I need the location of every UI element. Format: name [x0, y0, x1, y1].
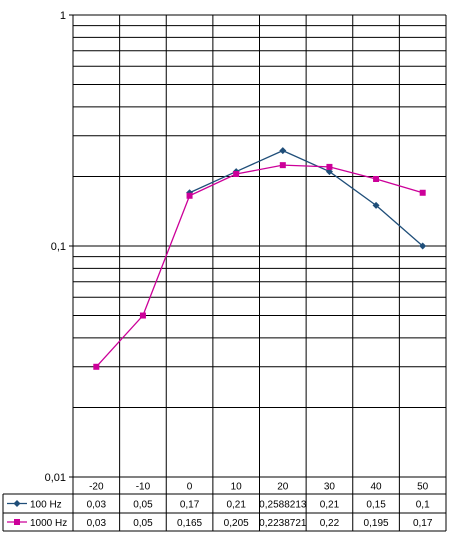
data-point: [372, 201, 380, 209]
table-cell: 0,21: [226, 500, 246, 511]
grid: [2, 14, 447, 532]
y-tick-label: 0,1: [51, 241, 66, 253]
x-tick-label: 30: [324, 482, 336, 493]
table-cell: 0,15: [366, 500, 386, 511]
series-lines: [93, 147, 427, 370]
y-tick-label: 0,01: [45, 472, 66, 484]
legend-label: 1000 Hz: [30, 518, 67, 529]
x-tick-label: 0: [187, 482, 193, 493]
table-cell: 0,2588213: [259, 500, 307, 511]
series-line-2: [95, 164, 423, 368]
table-cell: 0,17: [413, 518, 433, 529]
table-cell: 0,1: [416, 500, 430, 511]
x-tick-label: 50: [417, 482, 429, 493]
x-tick-label: 10: [231, 482, 243, 493]
x-tick-label: -10: [136, 482, 151, 493]
table-cell: 0,05: [133, 518, 153, 529]
data-point: [186, 192, 193, 199]
table-cell: 0,195: [364, 518, 389, 529]
table-cell: 0,05: [133, 500, 153, 511]
data-point: [279, 162, 286, 169]
y-axis-tick-labels: 1 0,1 0,01: [45, 10, 66, 484]
table-cell: 0,03: [87, 500, 107, 511]
table-cell: 0,165: [177, 518, 202, 529]
x-tick-label: 20: [277, 482, 289, 493]
series-line-1: [189, 149, 424, 247]
data-point: [139, 312, 146, 319]
x-tick-label: 40: [371, 482, 383, 493]
legend-label: 100 Hz: [30, 500, 62, 511]
data-point: [419, 189, 426, 196]
table-cell: 0,17: [180, 500, 200, 511]
data-point: [419, 242, 427, 250]
data-point: [233, 170, 240, 177]
data-point: [373, 176, 380, 183]
y-tick-label: 1: [60, 10, 66, 22]
table-cell: 0,2238721: [259, 518, 307, 529]
data-table: -20 -10 0 10 20 30 40 50 100 Hz 0,03 0,05 0,17 0,21 0…: [7, 482, 433, 529]
table-cell: 0,205: [224, 518, 249, 529]
x-tick-label: -20: [89, 482, 104, 493]
data-point: [279, 147, 287, 155]
table-cell: 0,22: [320, 518, 340, 529]
data-point: [326, 163, 333, 170]
data-point: [93, 363, 100, 370]
legend-marker: [14, 519, 20, 525]
legend-entry: 1000 Hz: [7, 518, 67, 529]
legend-marker: [13, 500, 21, 507]
table-cell: 0,03: [87, 518, 107, 529]
table-cell: 0,21: [320, 500, 340, 511]
legend-entry: 100 Hz: [7, 500, 62, 511]
